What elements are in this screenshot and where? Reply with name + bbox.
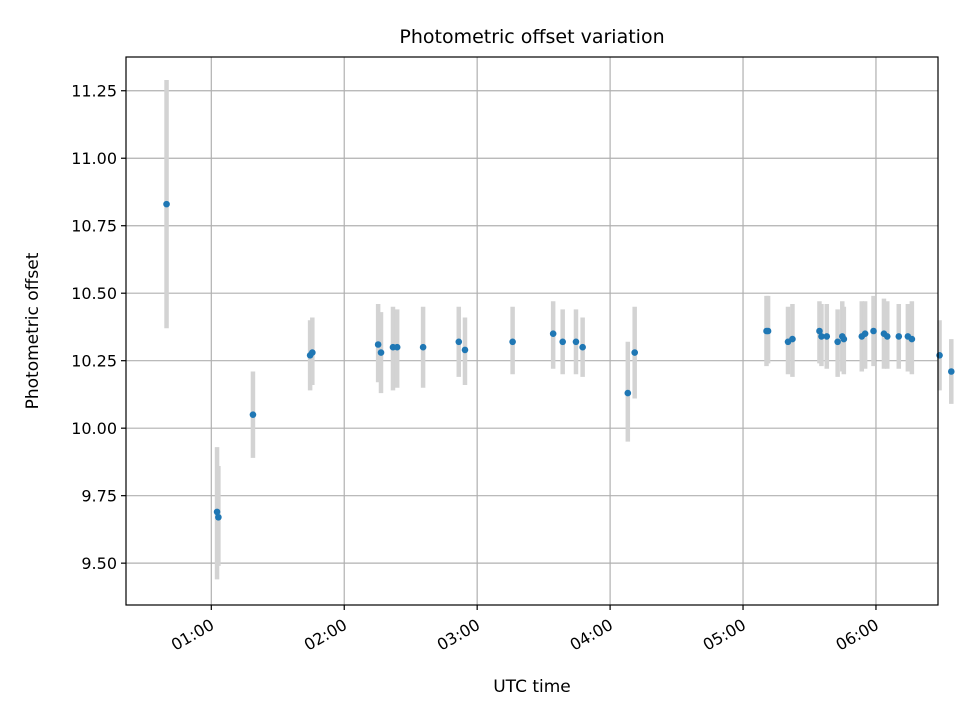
data-point (834, 338, 841, 346)
y-axis-label: Photometric offset (23, 252, 43, 409)
data-point (419, 343, 427, 351)
data-point (816, 327, 823, 335)
data-point (895, 333, 903, 340)
data-point (764, 327, 772, 335)
data-point (393, 343, 401, 351)
data-point (215, 513, 222, 521)
data-point (559, 338, 566, 346)
data-point (631, 349, 638, 356)
data-point (908, 335, 916, 343)
y-axis-ticks: 9.50 9.75 10.00 10.25 10.50 10.75 11.00 11.25 (71, 82, 126, 573)
data-point (455, 338, 463, 346)
y-tick-label: 10.75 (71, 217, 117, 236)
plot-frame (125, 56, 939, 606)
y-tick-label: 10.00 (71, 419, 117, 438)
data-point (374, 341, 382, 348)
y-tick-label: 9.75 (81, 487, 117, 506)
y-tick-label: 10.50 (71, 284, 117, 303)
data-point (572, 338, 580, 346)
data-point (249, 411, 257, 418)
x-axis-label: UTC time (493, 677, 571, 697)
data-point (509, 338, 516, 346)
data-point (377, 349, 385, 356)
chart-title: Photometric offset variation (399, 26, 664, 48)
y-tick-label: 11.00 (71, 149, 117, 168)
data-point (818, 333, 825, 340)
data-point (861, 330, 869, 337)
data-point (461, 346, 469, 354)
y-tick-label: 11.25 (71, 82, 117, 101)
data-point (309, 349, 316, 356)
data-point (947, 368, 955, 375)
data-points (163, 200, 955, 521)
data-point (936, 351, 943, 359)
data-point (789, 335, 796, 343)
data-point (870, 327, 877, 335)
data-point (823, 333, 831, 340)
data-point (579, 343, 586, 351)
data-point (883, 333, 891, 340)
data-point (163, 200, 170, 208)
data-point (624, 389, 632, 397)
y-tick-label: 10.25 (71, 352, 117, 371)
data-point (213, 508, 221, 516)
data-point (840, 335, 848, 343)
y-tick-label: 9.50 (81, 554, 117, 573)
data-point (549, 330, 557, 337)
